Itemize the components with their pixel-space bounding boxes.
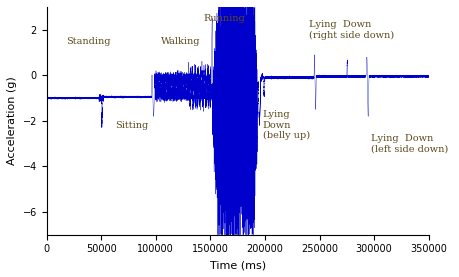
Text: Lying  Down
(right side down): Lying Down (right side down): [308, 20, 394, 40]
X-axis label: Time (ms): Time (ms): [210, 260, 266, 270]
Y-axis label: Acceleration (g): Acceleration (g): [7, 76, 17, 165]
Text: Lying  Down
(left side down): Lying Down (left side down): [371, 134, 448, 153]
Text: Lying
Down
(belly up): Lying Down (belly up): [263, 111, 310, 140]
Text: Running: Running: [204, 14, 246, 23]
Text: Sitting: Sitting: [115, 121, 149, 130]
Text: Standing: Standing: [66, 37, 111, 46]
Text: Walking: Walking: [161, 37, 201, 46]
